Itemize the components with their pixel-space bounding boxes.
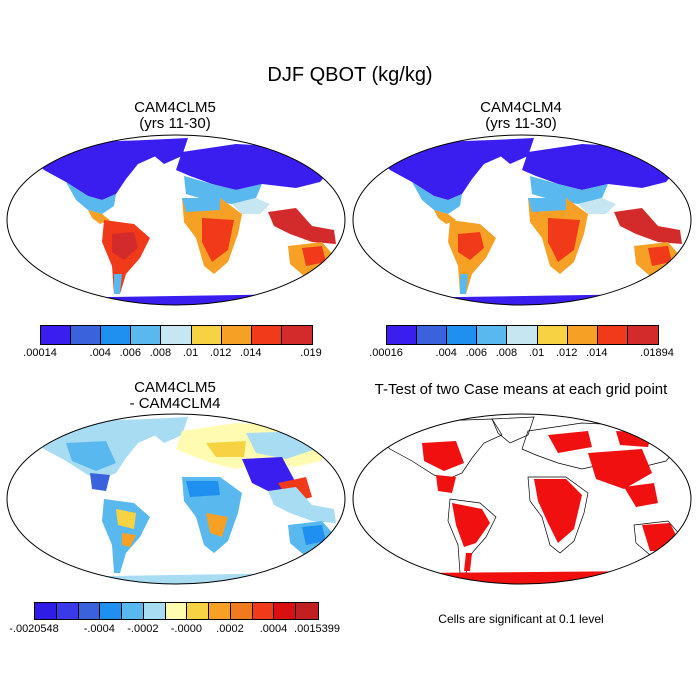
panel2-title-line1: CAM4CLM4 [480, 99, 562, 116]
colorbar-cam4clm5-swatch [251, 326, 282, 344]
panel3-title-line2: - CAM4CLM4 [129, 395, 221, 412]
colorbar-difference-swatch [165, 603, 188, 619]
colorbar-cam4clm4-tick-label: .01894 [640, 347, 674, 359]
colorbar-cam4clm5-swatch [131, 326, 162, 344]
panel3-title-line1: CAM4CLM5 [134, 379, 216, 396]
colorbar-cam4clm4 [386, 325, 659, 345]
colorbar-cam4clm5-tick-label: .006 [119, 347, 142, 359]
colorbar-difference-swatch [296, 603, 318, 619]
map-panel-ttest [352, 413, 692, 585]
colorbar-difference-swatch [78, 603, 101, 619]
colorbar-difference-swatch [230, 603, 253, 619]
colorbar-cam4clm5-tick-label: .004 [89, 347, 111, 359]
colorbar-difference-swatch [56, 603, 79, 619]
colorbar-cam4clm4-tick-label: .014 [586, 347, 608, 359]
colorbar-cam4clm5-tick-label: .00014 [23, 347, 57, 359]
figure-title: DJF QBOT (kg/kg) [267, 64, 433, 86]
colorbar-cam4clm4-tick-label: .008 [495, 347, 518, 359]
colorbar-cam4clm5-swatch [221, 326, 252, 344]
colorbar-difference [34, 602, 319, 620]
map-panel-cam4clm5 [6, 134, 346, 306]
colorbar-difference-swatch [143, 603, 166, 619]
colorbar-cam4clm4-swatch [567, 326, 598, 344]
panel1-title: CAM4CLM5 (yrs 11-30) [5, 100, 345, 132]
colorbar-cam4clm4-swatch [477, 326, 508, 344]
colorbar-cam4clm5-swatch [101, 326, 132, 344]
colorbar-cam4clm4-swatch [417, 326, 448, 344]
colorbar-difference-tick-label: .0004 [259, 623, 288, 635]
colorbar-difference-swatch [100, 603, 123, 619]
colorbar-difference-swatch [187, 603, 210, 619]
panel2-title-line2: (yrs 11-30) [485, 115, 557, 132]
colorbar-cam4clm5-tick-label: .008 [149, 347, 172, 359]
colorbar-difference-tick-label: -.0002 [127, 623, 159, 635]
panel3-title: CAM4CLM5 - CAM4CLM4 [5, 380, 345, 412]
colorbar-cam4clm4-swatch [447, 326, 478, 344]
colorbar-difference-swatch [252, 603, 275, 619]
colorbar-cam4clm4-labels: .00016 .004 .006 .008 .01 .012 .014 .01894 [369, 347, 674, 361]
colorbar-cam4clm5-tick-label: .01 [182, 347, 199, 359]
colorbar-cam4clm5-labels: .00014 .004 .006 .008 .01 .012 .014 .019 [23, 347, 322, 361]
colorbar-cam4clm5-swatch [161, 326, 192, 344]
colorbar-cam4clm4-swatch [387, 326, 418, 344]
colorbar-cam4clm4-swatch [597, 326, 628, 344]
significance-note: Cells are significant at 0.1 level [438, 612, 604, 626]
colorbar-cam4clm5-swatch [191, 326, 222, 344]
colorbar-cam4clm4-tick-label: .004 [435, 347, 457, 359]
colorbar-difference-swatch [274, 603, 297, 619]
panel1-title-line1: CAM4CLM5 [134, 99, 216, 116]
colorbar-difference-swatch [35, 603, 57, 619]
colorbar-difference-swatch [209, 603, 231, 619]
map-panel-difference [6, 413, 346, 585]
colorbar-cam4clm5-tick-label: .014 [240, 347, 262, 359]
colorbar-cam4clm5-swatch [71, 326, 102, 344]
colorbar-cam4clm4-swatch [537, 326, 568, 344]
colorbar-cam4clm4-swatch [627, 326, 658, 344]
colorbar-cam4clm4-tick-label: .006 [465, 347, 488, 359]
colorbar-difference-tick-label: .0015399 [294, 623, 340, 635]
colorbar-cam4clm4-tick-label: .00016 [369, 347, 403, 359]
colorbar-cam4clm4-tick-label: .012 [555, 347, 578, 359]
colorbar-difference-swatch [122, 603, 144, 619]
map-panel-cam4clm4 [352, 134, 692, 306]
colorbar-difference-tick-label: -.0000 [170, 623, 202, 635]
colorbar-difference-tick-label: -.0020548 [9, 623, 59, 635]
colorbar-difference-labels: -.0020548 -.0004 -.0002 -.0000 .0002 .0004 .00… [9, 623, 340, 637]
colorbar-cam4clm5 [40, 325, 313, 345]
colorbar-difference-tick-label: .0002 [216, 623, 244, 635]
panel2-title: CAM4CLM4 (yrs 11-30) [351, 100, 691, 132]
colorbar-cam4clm5-tick-label: .019 [300, 347, 322, 359]
colorbar-cam4clm4-swatch [507, 326, 538, 344]
colorbar-difference-tick-label: -.0004 [83, 623, 115, 635]
colorbar-cam4clm5-tick-label: .012 [209, 347, 232, 359]
colorbar-cam4clm4-tick-label: .01 [528, 347, 545, 359]
panel4-title-line1: T-Test of two Case means at each grid po… [374, 381, 668, 398]
colorbar-cam4clm5-swatch [281, 326, 312, 344]
panel4-title: T-Test of two Case means at each grid po… [351, 381, 691, 398]
panel1-title-line2: (yrs 11-30) [139, 115, 211, 132]
colorbar-cam4clm5-swatch [41, 326, 72, 344]
